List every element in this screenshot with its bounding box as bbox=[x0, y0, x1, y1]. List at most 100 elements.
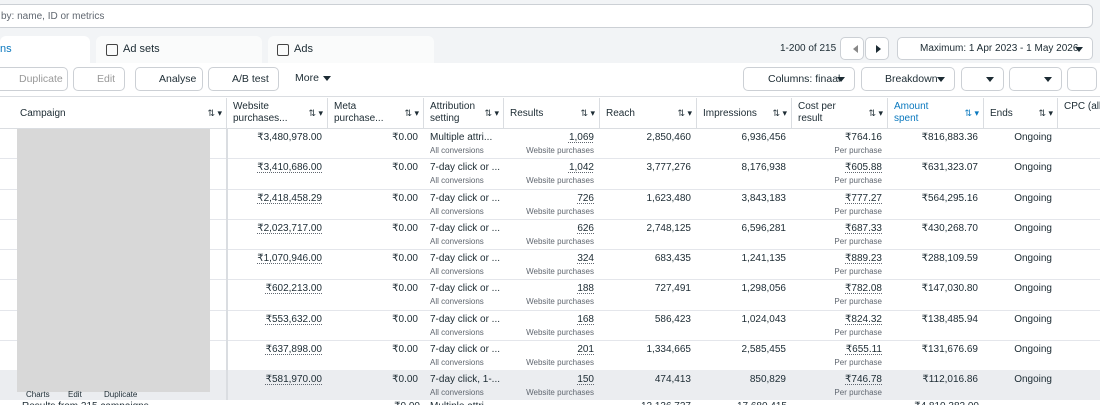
cell-value: ₹3,410,686.00 bbox=[257, 162, 322, 174]
cell-value: Ongoing bbox=[1014, 343, 1052, 355]
tab-ads[interactable]: Ads bbox=[268, 36, 434, 63]
cell-value: 626 bbox=[577, 222, 594, 234]
cell-value: 1,334,665 bbox=[646, 343, 692, 355]
cell-subtext: All conversions bbox=[430, 176, 484, 186]
row-action: Edit bbox=[68, 390, 82, 399]
date-range: Maximum: 1 Apr 2023 - 1 May 2026 bbox=[920, 43, 1079, 54]
cell-value: Ongoing bbox=[1014, 222, 1052, 234]
cell-value: 7-day click or ... bbox=[430, 313, 501, 325]
cell-value: ₹655.11 bbox=[845, 343, 882, 355]
cell-value: 1,241,135 bbox=[741, 253, 787, 264]
campaign-column bbox=[0, 129, 228, 405]
cell-value: 168 bbox=[577, 313, 594, 325]
cell-value: ₹430,268.70 bbox=[921, 222, 978, 234]
more-button[interactable]: More bbox=[285, 67, 340, 91]
cell-subtext: Per purchase bbox=[834, 388, 882, 397]
cell-subtext: Website purchases bbox=[526, 267, 594, 276]
row-divider bbox=[0, 309, 1100, 311]
cell-subtext: All conversions bbox=[430, 327, 484, 337]
cell-value: 7-day click, 1-... bbox=[430, 374, 501, 385]
duplicate-button[interactable]: Duplicate bbox=[0, 67, 68, 91]
cell-subtext: Per purchase bbox=[834, 357, 882, 367]
view-button[interactable] bbox=[961, 67, 1004, 91]
cell-value: Ongoing bbox=[1014, 313, 1052, 325]
header-label: Impressions bbox=[703, 108, 757, 119]
cell-value: 7-day click or ... bbox=[430, 283, 501, 295]
search-bar[interactable]: by: name, ID or metrics bbox=[0, 4, 1093, 28]
cell-subtext: Per purchase bbox=[834, 327, 882, 337]
search-placeholder: by: name, ID or metrics bbox=[1, 11, 105, 22]
cell-subtext: Website purchases bbox=[526, 206, 594, 216]
columns-button[interactable]: Columns: finaal bbox=[743, 67, 855, 91]
ab-test-button[interactable]: A/B test bbox=[208, 67, 279, 91]
cell-subtext: Per purchase bbox=[834, 236, 882, 246]
cell-subtext: Per purchase bbox=[834, 176, 882, 186]
tab-icon bbox=[277, 44, 289, 56]
cell-value: ₹112,016.86 bbox=[922, 374, 978, 385]
cell-subtext: All conversions bbox=[430, 357, 484, 367]
cell-subtext: All conversions bbox=[430, 206, 484, 216]
export-button[interactable] bbox=[1009, 67, 1062, 91]
column-header: Campaign bbox=[0, 98, 227, 128]
cell-subtext: All conversions bbox=[430, 146, 484, 155]
edit-button[interactable]: Edit bbox=[73, 67, 125, 91]
cell-value: ₹1,070,946.00 bbox=[257, 253, 322, 264]
cell-subtext: Per purchase bbox=[834, 297, 882, 307]
column-header: Website purchases... bbox=[227, 98, 328, 128]
row-action: Duplicate bbox=[104, 390, 138, 399]
footer-row bbox=[0, 400, 1100, 405]
cell-value: ₹777.27 bbox=[845, 192, 882, 204]
chart-button[interactable] bbox=[1067, 67, 1097, 91]
cell-value: Multiple attri... bbox=[430, 132, 493, 143]
header-label: Amount spent bbox=[894, 101, 929, 124]
column-header: Reach bbox=[600, 98, 697, 128]
cell-value: ₹631,323.07 bbox=[921, 162, 978, 174]
cell-subtext: Website purchases bbox=[526, 357, 594, 367]
row-divider bbox=[0, 249, 1100, 250]
cell-value: 727,491 bbox=[654, 283, 691, 295]
cell-subtext: Per purchase bbox=[834, 146, 882, 155]
tab-icon bbox=[106, 44, 118, 56]
cell-value: 201 bbox=[577, 343, 594, 355]
cell-value: ₹131,676.69 bbox=[921, 343, 978, 355]
cell-value: ₹764.16 bbox=[845, 132, 882, 143]
cell-value: ₹824.32 bbox=[845, 313, 882, 325]
cell-value: 7-day click or ... bbox=[430, 222, 501, 234]
cell-value: 188 bbox=[577, 283, 594, 295]
row-divider bbox=[0, 158, 1100, 160]
header-label: Campaign bbox=[20, 108, 66, 119]
breakdown-button[interactable]: Breakdown bbox=[861, 67, 955, 91]
cell-subtext: Website purchases bbox=[526, 236, 594, 246]
cell-value: ₹288,109.59 bbox=[921, 253, 978, 264]
cell-value: Ongoing bbox=[1014, 374, 1052, 385]
cell-value: 1,623,480 bbox=[646, 192, 692, 204]
cell-value: ₹605.88 bbox=[845, 162, 882, 174]
column-header: CPC (all bbox=[1058, 98, 1100, 128]
footer-value: 17,680,415 bbox=[737, 401, 787, 405]
cell-value: ₹687.33 bbox=[845, 222, 882, 234]
header-rule bbox=[0, 96, 1100, 97]
cell-value: Ongoing bbox=[1014, 192, 1052, 204]
next-page[interactable] bbox=[865, 37, 889, 60]
cell-value: Ongoing bbox=[1014, 162, 1052, 174]
prev-page[interactable] bbox=[840, 37, 864, 60]
cell-value: 3,843,183 bbox=[741, 192, 787, 204]
cell-value: ₹564,295.16 bbox=[921, 192, 978, 204]
cell-subtext: Per purchase bbox=[834, 206, 882, 216]
cell-value: Ongoing bbox=[1014, 283, 1052, 295]
date-picker[interactable]: Maximum: 1 Apr 2023 - 1 May 2026 bbox=[897, 37, 1093, 60]
tab-label: Ad sets bbox=[123, 43, 160, 55]
cell-value: ₹602,213.00 bbox=[265, 283, 322, 295]
cell-value: 1,069 bbox=[568, 132, 594, 143]
cell-value: ₹2,418,458.29 bbox=[257, 192, 322, 204]
tab-campaigns[interactable]: ns bbox=[0, 36, 90, 63]
tab-label: Ads bbox=[294, 43, 313, 55]
cell-value: ₹0.00 bbox=[392, 374, 418, 385]
analyse-button[interactable]: Analyse bbox=[135, 67, 203, 91]
cell-value: ₹637,898.00 bbox=[265, 343, 322, 355]
tab-label: ns bbox=[0, 43, 12, 55]
column-header: Cost per result bbox=[792, 98, 888, 128]
tab-ad-sets[interactable]: Ad sets bbox=[96, 36, 262, 63]
cell-subtext: All conversions bbox=[430, 236, 484, 246]
header-label: CPC (all bbox=[1064, 101, 1100, 112]
